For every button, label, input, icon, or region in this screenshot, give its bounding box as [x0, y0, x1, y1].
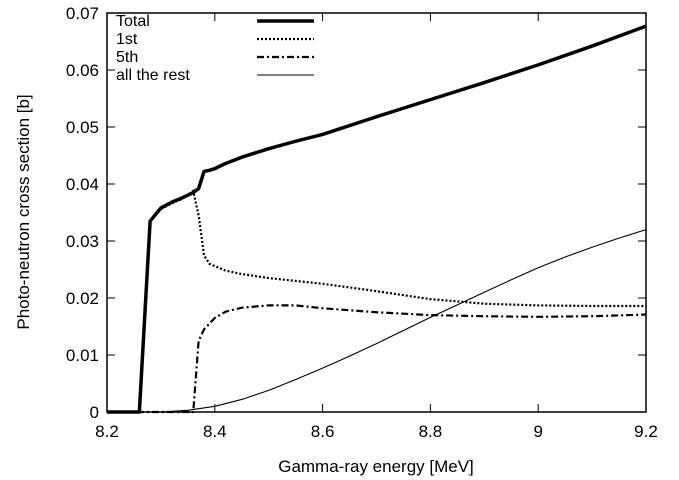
- y-tick-label: 0.03: [66, 232, 99, 251]
- plot-frame: [106, 12, 647, 413]
- x-tick-label: 8.6: [311, 422, 335, 441]
- x-axis-title: Gamma-ray energy [MeV]: [278, 457, 474, 476]
- y-tick-label: 0.02: [66, 289, 99, 308]
- x-tick-label: 9: [533, 422, 542, 441]
- y-tick-label: 0.07: [66, 4, 99, 23]
- y-tick-label: 0.05: [66, 118, 99, 137]
- legend-label-5th: 5th: [116, 49, 138, 66]
- y-tick-label: 0: [90, 403, 99, 422]
- y-tick-label: 0.06: [66, 61, 99, 80]
- series-line-all-the-rest: [107, 229, 647, 413]
- y-tick-label: 0.01: [66, 346, 99, 365]
- legend-label-all-the-rest: all the rest: [116, 67, 190, 84]
- x-tick-label: 8.2: [95, 422, 119, 441]
- x-tick-label: 8.8: [419, 422, 443, 441]
- axis-tick-labels: 8.2 8.4 8.6 8.8 9 9.2 0 0.01 0.02 0.03 0.04 0.05 0.0…: [66, 4, 658, 441]
- series-line-total: [107, 24, 647, 414]
- x-tick-label: 8.4: [203, 422, 227, 441]
- y-axis-title: Photo-neutron cross section [b]: [14, 94, 33, 329]
- series-line-5th: [107, 304, 647, 414]
- series-line-1st: [107, 189, 646, 414]
- y-tick-label: 0.04: [66, 175, 99, 194]
- x-tick-label: 9.2: [634, 422, 658, 441]
- legend-label-1st: 1st: [116, 31, 138, 48]
- series-lines: [107, 24, 647, 414]
- legend-label-total: Total: [116, 13, 150, 30]
